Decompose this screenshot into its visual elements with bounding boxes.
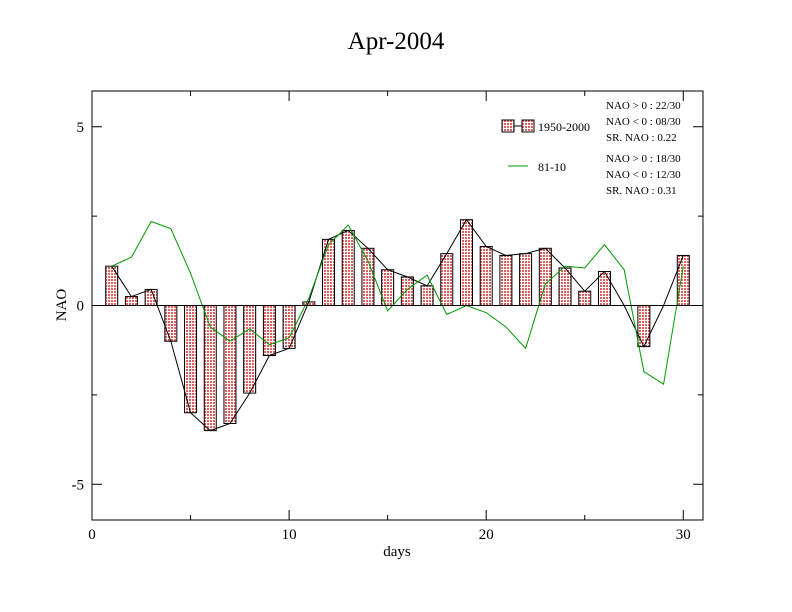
bar-day-4 <box>164 305 178 342</box>
x-axis-label: days <box>383 544 411 560</box>
y-tick-label--5: -5 <box>72 477 85 493</box>
bar-day-10 <box>282 305 296 349</box>
bar-day-20 <box>479 246 493 306</box>
bar-day-12 <box>322 238 336 306</box>
legend-bar-swatch-right <box>521 119 535 133</box>
legend-label-1950-2000: 1950-2000 <box>538 120 590 134</box>
bar-day-22 <box>519 253 533 307</box>
stat-nao-negative-1950-2000: NAO < 0 : 08/30 <box>606 116 681 128</box>
axis-ticks: 0 10 20 30 -5 0 5 <box>72 91 703 543</box>
bar-day-17 <box>420 285 434 306</box>
bar-series-1950-2000 <box>105 219 690 432</box>
stat-sr-nao-81-10: SR. NAO : 0.31 <box>606 185 677 197</box>
stats-annotations: NAO > 0 : 22/30 NAO < 0 : 08/30 SR. NAO … <box>606 100 681 197</box>
legend: 1950-2000 81-10 <box>501 119 590 174</box>
x-tick-label-30: 30 <box>676 527 691 543</box>
bar-day-25 <box>578 290 592 307</box>
bar-day-7 <box>223 305 237 424</box>
stat-sr-nao-1950-2000: SR. NAO : 0.22 <box>606 132 677 144</box>
bar-tip-line <box>111 218 684 432</box>
bar-day-26 <box>597 271 611 307</box>
bar-connector-line <box>111 218 684 432</box>
bar-day-2 <box>124 296 138 306</box>
bar-day-3 <box>144 288 158 307</box>
x-tick-label-0: 0 <box>88 527 96 543</box>
legend-label-81-10: 81-10 <box>538 160 566 174</box>
chart-title: Apr-2004 <box>347 28 445 55</box>
bar-day-8 <box>243 305 257 394</box>
bar-day-30 <box>676 254 690 306</box>
x-tick-label-10: 10 <box>282 527 297 543</box>
stat-nao-positive-1950-2000: NAO > 0 : 22/30 <box>606 100 681 112</box>
line-series-81-10 <box>111 220 684 385</box>
x-tick-label-20: 20 <box>479 527 494 543</box>
y-axis-label: NAO <box>54 289 70 322</box>
bar-day-13 <box>341 229 355 306</box>
bar-day-21 <box>499 254 513 306</box>
y-tick-label-0: 0 <box>77 299 85 315</box>
stat-nao-positive-81-10: NAO > 0 : 18/30 <box>606 153 681 165</box>
stat-nao-negative-81-10: NAO < 0 : 12/30 <box>606 169 681 181</box>
y-tick-label-5: 5 <box>77 120 85 136</box>
bar-day-6 <box>203 305 217 432</box>
bar-day-14 <box>361 247 375 307</box>
line-81-10-path <box>111 220 684 385</box>
bar-day-28 <box>637 305 651 348</box>
legend-bar-swatch-left <box>501 119 515 133</box>
bar-day-9 <box>262 305 276 357</box>
bar-day-16 <box>400 276 414 306</box>
bar-day-19 <box>459 219 473 306</box>
